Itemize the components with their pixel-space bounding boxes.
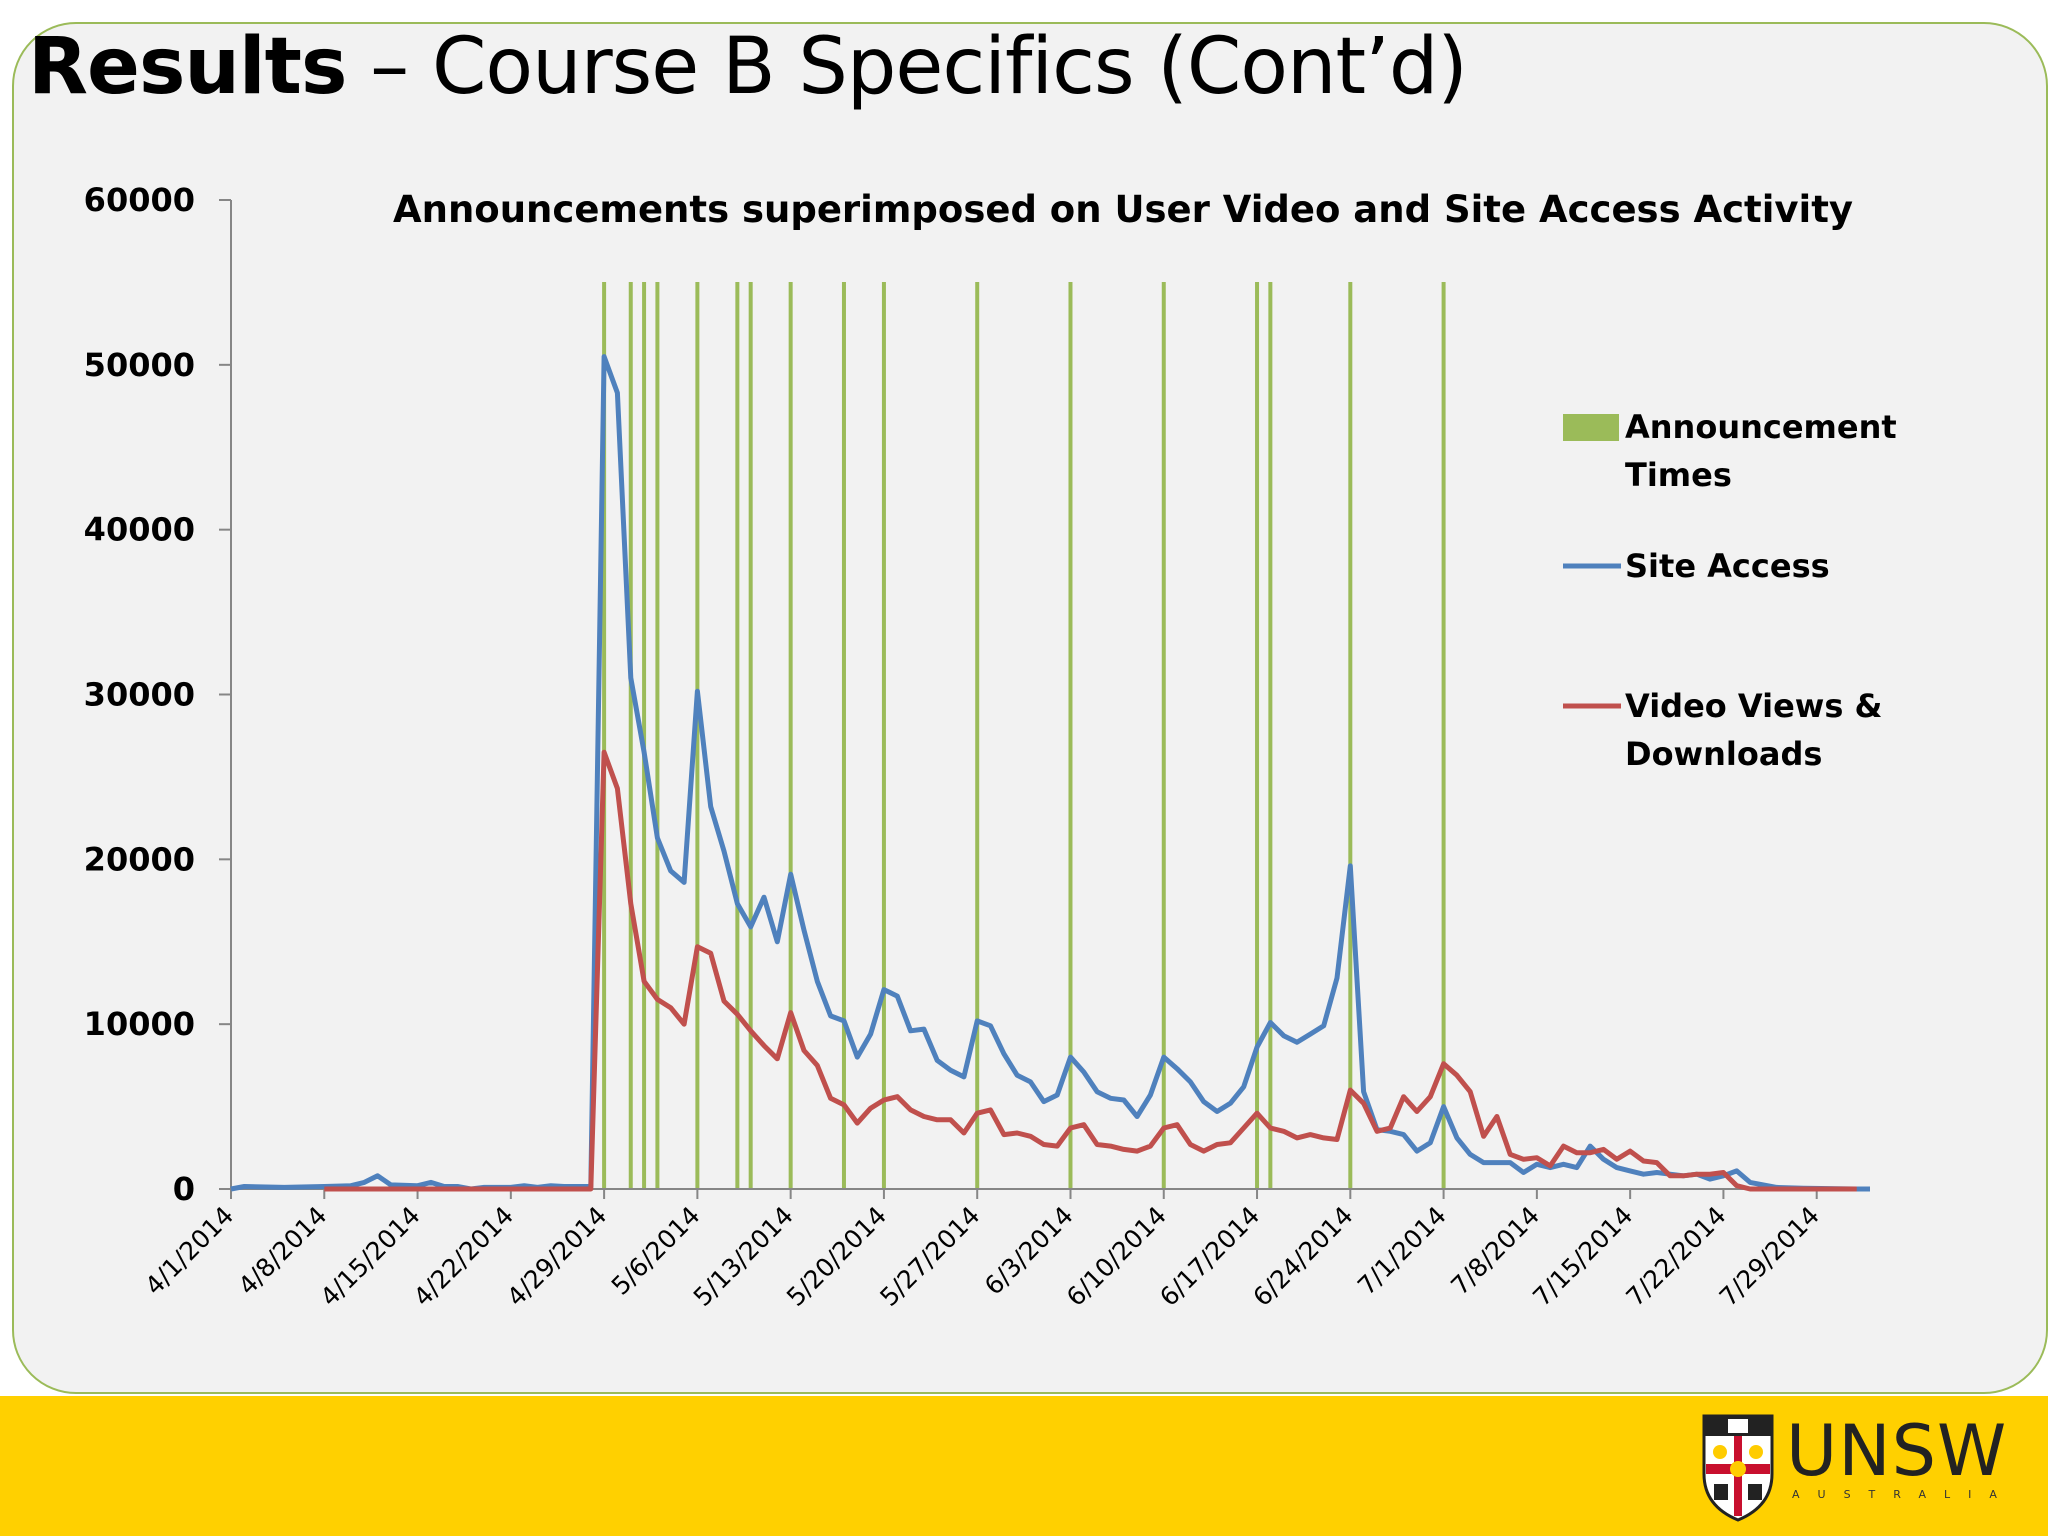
- x-tick-label-7: 5/13/2014: [688, 1201, 799, 1312]
- x-tick-label-6: 5/6/2014: [606, 1201, 706, 1301]
- unsw-crest-icon: [1702, 1414, 1774, 1522]
- legend-label-video-views: Video Views & Downloads: [1625, 687, 1882, 773]
- legend-label-announcements: Announcement Times: [1625, 408, 1897, 494]
- x-tick-label-4: 4/22/2014: [408, 1201, 519, 1312]
- x-tick-label-8: 5/20/2014: [781, 1201, 892, 1312]
- x-tick-label-14: 7/1/2014: [1352, 1201, 1452, 1301]
- y-tick-label-60000: 60000: [84, 181, 195, 219]
- x-tick-label-10: 6/3/2014: [979, 1201, 1079, 1301]
- x-tick-label-2: 4/8/2014: [233, 1201, 333, 1301]
- slide-card: [12, 22, 2048, 1394]
- y-tick-label-50000: 50000: [84, 346, 195, 384]
- y-tick-label-0: 0: [173, 1170, 195, 1208]
- slide-title: Results – Course B Specifics (Cont’d): [28, 22, 1468, 112]
- unsw-logo: UNSW AUSTRALIA: [1698, 1410, 2006, 1526]
- x-tick-label-9: 5/27/2014: [874, 1201, 985, 1312]
- x-tick-label-1: 4/1/2014: [139, 1201, 239, 1301]
- y-tick-label-30000: 30000: [84, 676, 195, 714]
- line-chart: Announcements superimposed on User Video…: [84, 181, 1897, 1312]
- x-tick-label-17: 7/22/2014: [1621, 1201, 1732, 1312]
- logo-subtitle: AUSTRALIA: [1792, 1488, 2015, 1501]
- slide-title-rest: – Course B Specifics (Cont’d): [346, 22, 1468, 112]
- x-tick-label-3: 4/15/2014: [315, 1201, 426, 1312]
- series-line-video-views: [324, 749, 1857, 1192]
- logo-wordmark: UNSW: [1786, 1410, 2008, 1492]
- chart-title: Announcements superimposed on User Video…: [393, 188, 1853, 231]
- y-tick-label-40000: 40000: [84, 511, 195, 549]
- slide-title-bold: Results: [28, 22, 347, 112]
- legend-swatch-announcements: [1563, 414, 1619, 441]
- x-tick-label-5: 4/29/2014: [501, 1201, 612, 1312]
- x-tick-label-16: 7/15/2014: [1527, 1201, 1638, 1312]
- legend: Announcement Times Site Access Video Views …: [1563, 408, 1897, 773]
- x-tick-label-18: 7/29/2014: [1714, 1201, 1825, 1312]
- y-tick-label-20000: 20000: [84, 840, 195, 878]
- x-tick-label-12: 6/17/2014: [1154, 1201, 1265, 1312]
- y-tick-label-10000: 10000: [84, 1005, 195, 1043]
- legend-label-site-access: Site Access: [1625, 547, 1830, 585]
- announcement-lines: [602, 282, 1446, 1189]
- x-tick-label-11: 6/10/2014: [1061, 1201, 1172, 1312]
- series-lines: [230, 354, 1870, 1192]
- x-tick-label-15: 7/8/2014: [1445, 1201, 1545, 1301]
- x-tick-label-13: 6/24/2014: [1247, 1201, 1358, 1312]
